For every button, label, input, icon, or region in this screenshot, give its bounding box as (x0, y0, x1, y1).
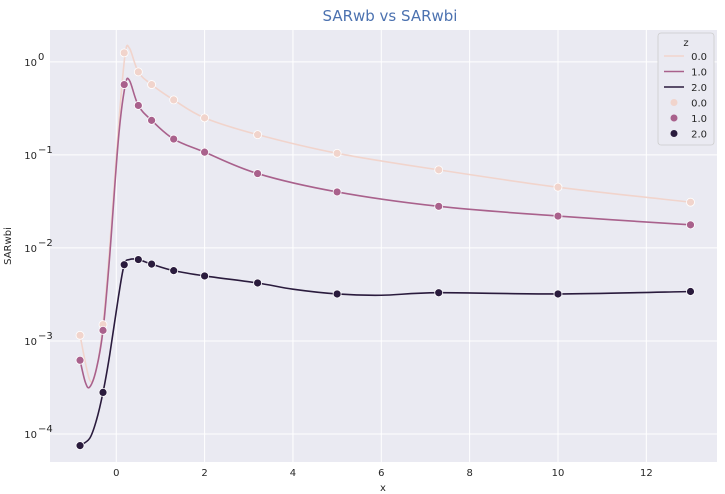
x-tick-label: 2 (201, 468, 207, 479)
legend: z 0.0 1.0 2.0 0.0 1.0 2.0 (657, 32, 715, 146)
data-point (686, 197, 695, 207)
legend-label: 2.0 (691, 130, 707, 141)
data-point (119, 260, 129, 270)
data-point (147, 80, 156, 89)
grid (50, 30, 717, 462)
legend-marker-swatch (670, 114, 678, 122)
plot-area (50, 30, 717, 462)
y-axis-label: SARwbi (3, 227, 14, 265)
chart-title: SARwb vs SARwbi (323, 7, 458, 25)
legend-marker-swatch (670, 99, 678, 106)
x-axis-ticks: 0 2 4 6 8 10 12 (113, 468, 653, 479)
series-points (75, 48, 695, 451)
x-axis-label: x (380, 483, 386, 494)
data-point (200, 271, 210, 281)
data-point (434, 288, 444, 298)
y-tick-label: 10 (24, 244, 37, 255)
y-tick-exponent: −4 (38, 424, 53, 435)
y-tick-label: 10 (24, 58, 37, 69)
legend-label: 0.0 (691, 99, 707, 110)
y-tick-label: 10 (24, 151, 37, 162)
data-point (253, 130, 263, 140)
data-point (686, 220, 695, 230)
data-point (332, 148, 342, 158)
data-point (253, 278, 263, 288)
x-tick-label: 6 (378, 468, 384, 479)
data-point (75, 330, 85, 340)
y-tick-label: 10 (24, 430, 37, 441)
data-point (119, 48, 129, 58)
legend-marker-swatch (670, 130, 678, 137)
data-point (686, 287, 695, 296)
data-point (133, 67, 143, 77)
y-tick-exponent: 0 (38, 52, 44, 63)
legend-title: z (683, 38, 688, 49)
data-point (553, 182, 563, 192)
data-point (332, 289, 342, 299)
data-point (200, 147, 210, 157)
x-tick-label: 0 (113, 468, 119, 479)
data-point (434, 201, 444, 211)
data-point (253, 169, 263, 178)
x-tick-label: 12 (640, 468, 653, 479)
y-tick-exponent: −1 (38, 145, 53, 156)
y-tick-exponent: −2 (38, 238, 53, 249)
data-point (98, 387, 108, 397)
legend-label: 1.0 (691, 68, 707, 79)
y-tick-exponent: −3 (38, 331, 53, 342)
data-point (147, 115, 156, 125)
data-point (147, 259, 156, 269)
legend-entries: 0.0 1.0 2.0 0.0 1.0 2.0 (664, 52, 707, 141)
x-tick-label: 8 (466, 468, 472, 479)
legend-label: 0.0 (691, 52, 707, 63)
x-tick-label: 10 (552, 468, 565, 479)
data-point (98, 325, 108, 335)
y-tick-label: 10 (24, 337, 37, 348)
legend-label: 2.0 (691, 83, 707, 94)
data-point (169, 134, 179, 144)
data-point (200, 113, 210, 123)
data-point (553, 289, 563, 299)
data-point (75, 441, 85, 451)
data-point (119, 80, 129, 89)
data-point (169, 266, 179, 276)
data-point (133, 101, 143, 110)
data-point (434, 165, 444, 175)
data-point (133, 255, 143, 264)
data-point (75, 355, 85, 365)
data-point (553, 211, 563, 221)
legend-label: 1.0 (691, 114, 707, 125)
data-point (332, 187, 342, 197)
data-point (169, 95, 179, 105)
x-tick-label: 4 (290, 468, 296, 479)
